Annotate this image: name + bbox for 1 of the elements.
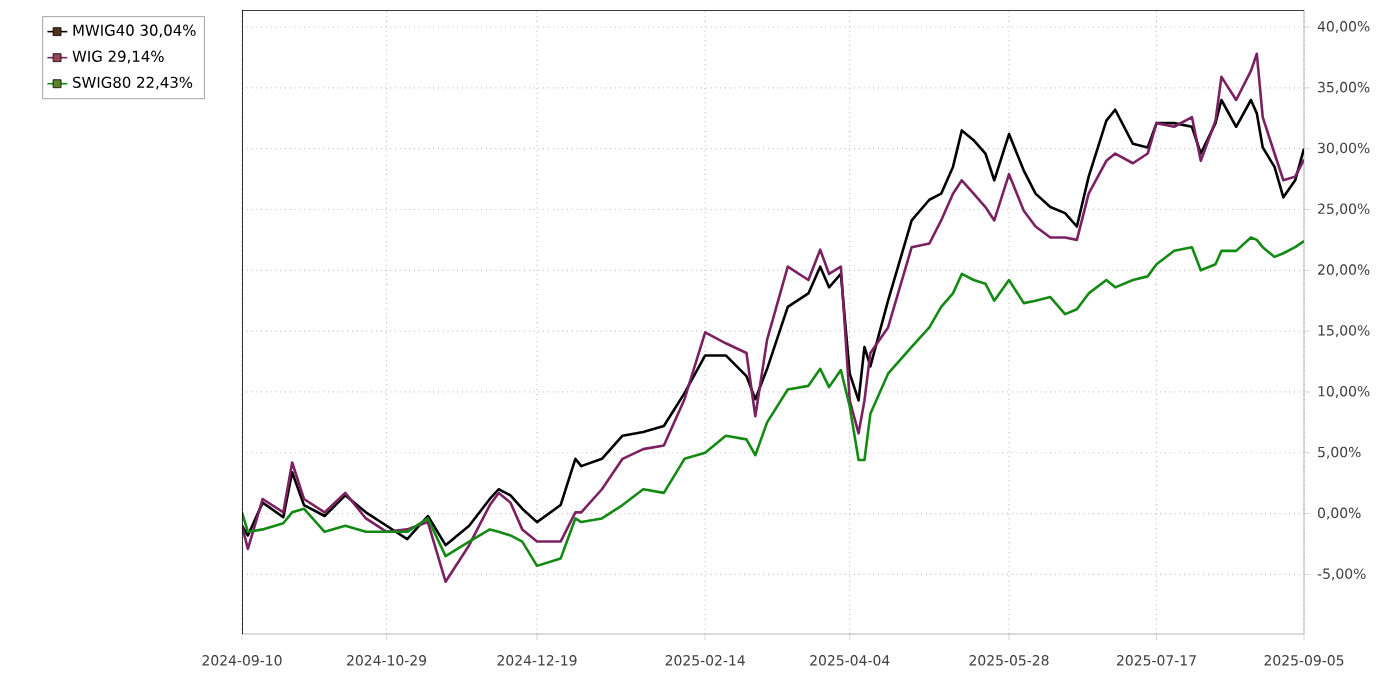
line-series: [242, 52, 1305, 583]
